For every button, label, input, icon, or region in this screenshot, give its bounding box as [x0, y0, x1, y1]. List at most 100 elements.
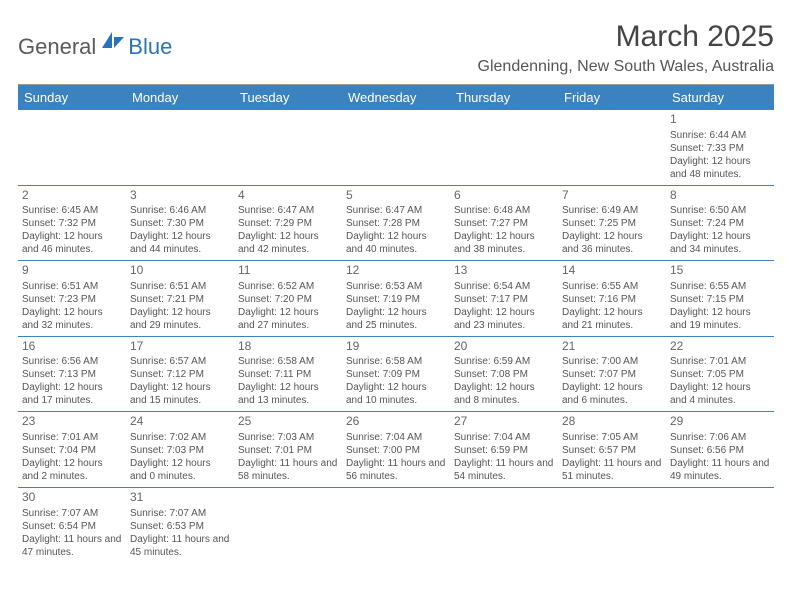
- calendar-day-cell: 12Sunrise: 6:53 AMSunset: 7:19 PMDayligh…: [342, 261, 450, 337]
- calendar-day-cell: 6Sunrise: 6:48 AMSunset: 7:27 PMDaylight…: [450, 185, 558, 261]
- weekday-header: Monday: [126, 85, 234, 110]
- calendar-day-cell: 7Sunrise: 6:49 AMSunset: 7:25 PMDaylight…: [558, 185, 666, 261]
- day-number: 17: [130, 339, 230, 355]
- calendar-day-cell: 15Sunrise: 6:55 AMSunset: 7:15 PMDayligh…: [666, 261, 774, 337]
- calendar-day-cell: 19Sunrise: 6:58 AMSunset: 7:09 PMDayligh…: [342, 336, 450, 412]
- sunset-line: Sunset: 7:12 PM: [130, 368, 230, 381]
- daylight-line: Daylight: 12 hours and 36 minutes.: [562, 230, 662, 256]
- calendar-day-cell: 18Sunrise: 6:58 AMSunset: 7:11 PMDayligh…: [234, 336, 342, 412]
- sunrise-line: Sunrise: 7:04 AM: [454, 431, 554, 444]
- calendar-table: SundayMondayTuesdayWednesdayThursdayFrid…: [18, 85, 774, 563]
- sunset-line: Sunset: 6:54 PM: [22, 520, 122, 533]
- day-number: 10: [130, 263, 230, 279]
- sunrise-line: Sunrise: 7:02 AM: [130, 431, 230, 444]
- sunset-line: Sunset: 7:24 PM: [670, 217, 770, 230]
- header: General Blue March 2025 Glendenning, New…: [18, 20, 774, 76]
- sunrise-line: Sunrise: 6:57 AM: [130, 355, 230, 368]
- sunset-line: Sunset: 7:01 PM: [238, 444, 338, 457]
- calendar-day-cell: 21Sunrise: 7:00 AMSunset: 7:07 PMDayligh…: [558, 336, 666, 412]
- sunset-line: Sunset: 7:30 PM: [130, 217, 230, 230]
- day-number: 6: [454, 188, 554, 204]
- calendar-empty-cell: [18, 110, 126, 185]
- calendar-empty-cell: [558, 487, 666, 562]
- calendar-empty-cell: [126, 110, 234, 185]
- sunset-line: Sunset: 7:32 PM: [22, 217, 122, 230]
- calendar-day-cell: 17Sunrise: 6:57 AMSunset: 7:12 PMDayligh…: [126, 336, 234, 412]
- sunrise-line: Sunrise: 6:52 AM: [238, 280, 338, 293]
- calendar-day-cell: 16Sunrise: 6:56 AMSunset: 7:13 PMDayligh…: [18, 336, 126, 412]
- sunset-line: Sunset: 7:19 PM: [346, 293, 446, 306]
- day-number: 1: [670, 112, 770, 128]
- calendar-day-cell: 5Sunrise: 6:47 AMSunset: 7:28 PMDaylight…: [342, 185, 450, 261]
- sunset-line: Sunset: 7:13 PM: [22, 368, 122, 381]
- sunset-line: Sunset: 7:00 PM: [346, 444, 446, 457]
- sunset-line: Sunset: 7:05 PM: [670, 368, 770, 381]
- calendar-empty-cell: [450, 110, 558, 185]
- daylight-line: Daylight: 11 hours and 45 minutes.: [130, 533, 230, 559]
- sunrise-line: Sunrise: 6:53 AM: [346, 280, 446, 293]
- calendar-day-cell: 24Sunrise: 7:02 AMSunset: 7:03 PMDayligh…: [126, 412, 234, 488]
- daylight-line: Daylight: 12 hours and 44 minutes.: [130, 230, 230, 256]
- day-number: 20: [454, 339, 554, 355]
- sunset-line: Sunset: 7:11 PM: [238, 368, 338, 381]
- daylight-line: Daylight: 12 hours and 29 minutes.: [130, 306, 230, 332]
- sunrise-line: Sunrise: 6:44 AM: [670, 129, 770, 142]
- sunset-line: Sunset: 7:21 PM: [130, 293, 230, 306]
- page-title: March 2025: [478, 20, 774, 54]
- day-number: 14: [562, 263, 662, 279]
- sunrise-line: Sunrise: 7:03 AM: [238, 431, 338, 444]
- calendar-day-cell: 8Sunrise: 6:50 AMSunset: 7:24 PMDaylight…: [666, 185, 774, 261]
- daylight-line: Daylight: 11 hours and 54 minutes.: [454, 457, 554, 483]
- day-number: 28: [562, 414, 662, 430]
- day-number: 24: [130, 414, 230, 430]
- sunrise-line: Sunrise: 7:01 AM: [670, 355, 770, 368]
- weekday-header: Wednesday: [342, 85, 450, 110]
- calendar-day-cell: 30Sunrise: 7:07 AMSunset: 6:54 PMDayligh…: [18, 487, 126, 562]
- day-number: 21: [562, 339, 662, 355]
- location-subtitle: Glendenning, New South Wales, Australia: [478, 58, 774, 76]
- daylight-line: Daylight: 11 hours and 58 minutes.: [238, 457, 338, 483]
- day-number: 31: [130, 490, 230, 506]
- calendar-day-cell: 28Sunrise: 7:05 AMSunset: 6:57 PMDayligh…: [558, 412, 666, 488]
- daylight-line: Daylight: 11 hours and 51 minutes.: [562, 457, 662, 483]
- daylight-line: Daylight: 12 hours and 13 minutes.: [238, 381, 338, 407]
- calendar-empty-cell: [234, 487, 342, 562]
- sunset-line: Sunset: 7:20 PM: [238, 293, 338, 306]
- sunset-line: Sunset: 7:27 PM: [454, 217, 554, 230]
- calendar-empty-cell: [342, 487, 450, 562]
- daylight-line: Daylight: 12 hours and 4 minutes.: [670, 381, 770, 407]
- daylight-line: Daylight: 11 hours and 56 minutes.: [346, 457, 446, 483]
- logo: General Blue: [18, 30, 172, 63]
- calendar-week-row: 9Sunrise: 6:51 AMSunset: 7:23 PMDaylight…: [18, 261, 774, 337]
- sunset-line: Sunset: 7:07 PM: [562, 368, 662, 381]
- sunset-line: Sunset: 7:16 PM: [562, 293, 662, 306]
- logo-text-general: General: [18, 34, 96, 60]
- daylight-line: Daylight: 12 hours and 2 minutes.: [22, 457, 122, 483]
- daylight-line: Daylight: 12 hours and 8 minutes.: [454, 381, 554, 407]
- daylight-line: Daylight: 12 hours and 0 minutes.: [130, 457, 230, 483]
- daylight-line: Daylight: 12 hours and 48 minutes.: [670, 155, 770, 181]
- day-number: 16: [22, 339, 122, 355]
- weekday-header: Friday: [558, 85, 666, 110]
- daylight-line: Daylight: 12 hours and 46 minutes.: [22, 230, 122, 256]
- daylight-line: Daylight: 11 hours and 47 minutes.: [22, 533, 122, 559]
- sunset-line: Sunset: 7:29 PM: [238, 217, 338, 230]
- calendar-day-cell: 31Sunrise: 7:07 AMSunset: 6:53 PMDayligh…: [126, 487, 234, 562]
- calendar-empty-cell: [450, 487, 558, 562]
- day-number: 29: [670, 414, 770, 430]
- sunset-line: Sunset: 7:23 PM: [22, 293, 122, 306]
- sunset-line: Sunset: 7:03 PM: [130, 444, 230, 457]
- calendar-week-row: 16Sunrise: 6:56 AMSunset: 7:13 PMDayligh…: [18, 336, 774, 412]
- sunrise-line: Sunrise: 7:05 AM: [562, 431, 662, 444]
- day-number: 8: [670, 188, 770, 204]
- sunrise-line: Sunrise: 6:46 AM: [130, 204, 230, 217]
- daylight-line: Daylight: 12 hours and 6 minutes.: [562, 381, 662, 407]
- calendar-day-cell: 13Sunrise: 6:54 AMSunset: 7:17 PMDayligh…: [450, 261, 558, 337]
- calendar-header-row: SundayMondayTuesdayWednesdayThursdayFrid…: [18, 85, 774, 110]
- day-number: 4: [238, 188, 338, 204]
- calendar-day-cell: 3Sunrise: 6:46 AMSunset: 7:30 PMDaylight…: [126, 185, 234, 261]
- sunrise-line: Sunrise: 6:47 AM: [238, 204, 338, 217]
- day-number: 25: [238, 414, 338, 430]
- calendar-day-cell: 4Sunrise: 6:47 AMSunset: 7:29 PMDaylight…: [234, 185, 342, 261]
- daylight-line: Daylight: 12 hours and 19 minutes.: [670, 306, 770, 332]
